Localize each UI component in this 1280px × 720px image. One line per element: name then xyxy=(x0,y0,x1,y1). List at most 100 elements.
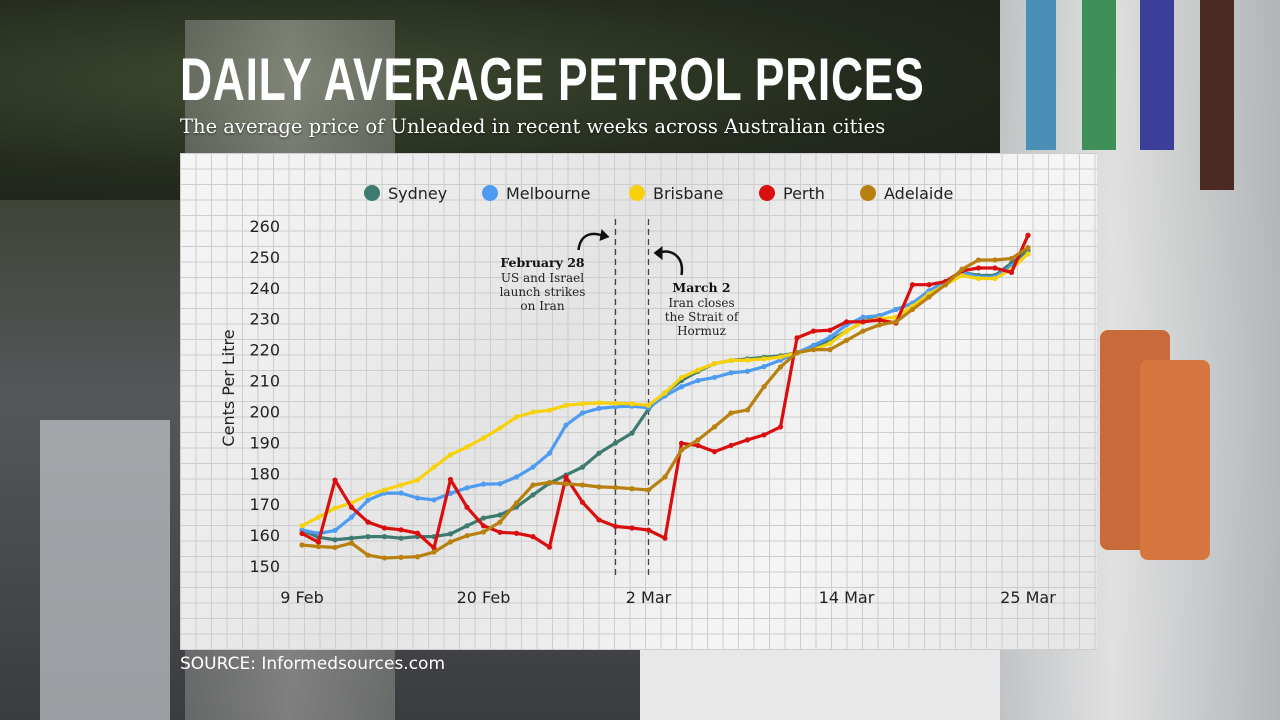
annotation-text: launch strikes xyxy=(500,285,586,299)
x-tick-label: 2 Mar xyxy=(626,588,672,607)
x-axis: 9 Feb 20 Feb 2 Mar 14 Mar 25 Mar xyxy=(280,588,1056,607)
y-tick-label: 170 xyxy=(249,495,280,514)
y-tick-label: 200 xyxy=(249,402,280,421)
data-point xyxy=(596,450,602,456)
data-point xyxy=(497,512,503,518)
data-point xyxy=(827,334,833,340)
data-point xyxy=(744,357,751,363)
annotation-text: on Iran xyxy=(520,299,564,313)
data-point xyxy=(662,390,668,396)
data-point xyxy=(299,530,305,537)
data-point xyxy=(711,424,718,430)
y-tick-label: 240 xyxy=(249,279,280,298)
y-tick-label: 150 xyxy=(249,557,280,576)
data-point xyxy=(381,487,388,493)
data-point xyxy=(827,340,833,347)
data-point xyxy=(513,500,520,506)
data-point xyxy=(711,360,718,367)
data-point xyxy=(893,306,899,313)
data-point xyxy=(480,515,487,521)
data-point xyxy=(414,530,421,536)
legend-label-adelaide: Adelaide xyxy=(884,184,953,203)
data-point xyxy=(398,527,404,533)
data-point xyxy=(381,555,388,561)
data-point xyxy=(728,370,734,376)
data-point xyxy=(975,265,982,271)
data-point xyxy=(513,474,520,480)
data-point xyxy=(728,442,734,449)
data-point xyxy=(992,275,998,282)
data-point xyxy=(629,525,635,531)
y-tick-label: 180 xyxy=(249,464,280,483)
data-point xyxy=(513,530,520,536)
data-point xyxy=(365,552,371,558)
data-point xyxy=(777,424,784,430)
data-point xyxy=(860,319,866,325)
data-point xyxy=(332,477,338,483)
data-point xyxy=(596,517,602,523)
data-point xyxy=(959,272,965,279)
data-point xyxy=(695,377,701,384)
data-point xyxy=(431,545,437,551)
data-point xyxy=(711,374,718,381)
data-point xyxy=(975,257,982,263)
data-point xyxy=(381,534,388,540)
data-point xyxy=(810,342,817,348)
data-point xyxy=(579,499,586,505)
legend-label-melbourne: Melbourne xyxy=(506,184,590,203)
data-point xyxy=(464,485,470,491)
annotation-date: March 2 xyxy=(672,280,730,295)
data-point xyxy=(629,401,635,407)
data-point xyxy=(398,554,404,560)
y-axis-label: Cents Per Litre xyxy=(219,329,238,446)
data-point xyxy=(348,504,355,510)
data-point xyxy=(546,479,553,486)
data-point xyxy=(579,401,586,407)
data-point xyxy=(464,504,470,510)
data-point xyxy=(464,533,470,539)
background-bowser xyxy=(40,420,170,720)
data-point xyxy=(365,534,371,540)
x-tick-label: 20 Feb xyxy=(457,588,511,607)
data-point xyxy=(827,347,833,353)
data-point xyxy=(447,531,454,537)
data-point xyxy=(975,275,982,282)
data-point xyxy=(992,257,998,263)
data-point xyxy=(546,407,553,413)
data-point xyxy=(563,481,569,487)
data-point xyxy=(678,440,685,446)
data-point xyxy=(794,350,800,356)
data-point xyxy=(414,495,421,501)
chart-panel: Sydney Melbourne Brisbane Perth Adelaide Cen… xyxy=(180,153,1097,650)
line-chart: Sydney Melbourne Brisbane Perth Adelaide Cen… xyxy=(219,184,1056,607)
y-tick-label: 160 xyxy=(249,526,280,545)
data-point xyxy=(315,539,322,545)
data-point xyxy=(876,317,883,323)
data-point xyxy=(414,554,421,560)
data-point xyxy=(612,523,619,530)
series-brisbane xyxy=(299,251,1031,529)
data-point xyxy=(695,367,701,373)
data-point xyxy=(1025,251,1031,257)
y-tick-label: 210 xyxy=(249,372,280,391)
data-point xyxy=(794,335,800,341)
data-point xyxy=(843,337,850,343)
arrowhead-icon xyxy=(653,246,663,260)
data-point xyxy=(579,464,586,470)
data-point xyxy=(761,432,767,438)
legend-marker-melbourne xyxy=(482,185,498,201)
data-point xyxy=(398,490,404,496)
data-point xyxy=(942,282,949,288)
data-point xyxy=(315,543,322,550)
data-point xyxy=(876,322,883,328)
legend-marker-brisbane xyxy=(629,185,645,201)
data-point xyxy=(777,364,784,370)
data-point xyxy=(414,477,421,483)
data-point xyxy=(497,519,503,525)
data-point xyxy=(761,356,767,362)
data-point xyxy=(348,540,355,546)
data-point xyxy=(761,364,767,370)
data-point xyxy=(332,537,338,543)
data-point xyxy=(596,400,602,406)
data-point xyxy=(893,319,899,325)
